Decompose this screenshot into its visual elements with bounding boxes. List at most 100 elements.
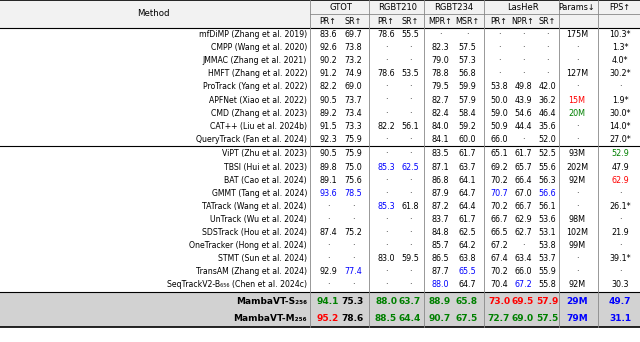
Text: ·: · [546, 56, 548, 65]
Text: 202M: 202M [566, 162, 588, 172]
Text: 82.2: 82.2 [319, 82, 337, 91]
Text: 10.3*: 10.3* [609, 30, 631, 39]
Text: 78.6: 78.6 [377, 69, 395, 78]
Text: 1.3*: 1.3* [612, 43, 628, 52]
Text: 20M: 20M [568, 109, 586, 118]
Text: ·: · [409, 56, 412, 65]
Text: ·: · [619, 82, 621, 91]
Text: 84.1: 84.1 [431, 135, 449, 144]
Text: 73.2: 73.2 [344, 56, 362, 65]
Text: 53.8: 53.8 [490, 82, 508, 91]
Text: 90.5: 90.5 [319, 95, 337, 105]
Text: 86.8: 86.8 [431, 176, 449, 185]
Text: ·: · [619, 241, 621, 250]
Text: ·: · [409, 228, 412, 237]
Text: ·: · [327, 254, 329, 263]
Text: ·: · [409, 189, 412, 198]
Text: 85.3: 85.3 [377, 162, 395, 172]
Text: ·: · [498, 69, 500, 78]
Text: ·: · [385, 95, 387, 105]
Text: ·: · [385, 215, 387, 224]
Text: 75.3: 75.3 [342, 297, 364, 306]
Text: 66.4: 66.4 [515, 176, 532, 185]
Text: UnTrack (Wu et al. 2024): UnTrack (Wu et al. 2024) [211, 215, 307, 224]
Text: ·: · [522, 30, 524, 39]
Text: ·: · [546, 43, 548, 52]
Text: 65.1: 65.1 [490, 149, 508, 158]
Text: ·: · [352, 215, 355, 224]
Text: 30.2*: 30.2* [609, 69, 631, 78]
Text: CMPP (Wang et al. 2020): CMPP (Wang et al. 2020) [211, 43, 307, 52]
Text: 91.2: 91.2 [319, 69, 337, 78]
Text: 82.4: 82.4 [431, 109, 449, 118]
Text: 50.0: 50.0 [490, 95, 508, 105]
Text: ·: · [385, 267, 387, 276]
Text: ·: · [409, 43, 412, 52]
Text: 92.3: 92.3 [319, 135, 337, 144]
Text: 70.2: 70.2 [490, 202, 508, 211]
Text: 75.6: 75.6 [344, 176, 362, 185]
Text: SDSTrack (Hou et al. 2024): SDSTrack (Hou et al. 2024) [202, 228, 307, 237]
Text: TATrack (Wang et al. 2024): TATrack (Wang et al. 2024) [202, 202, 307, 211]
Text: GMMT (Tang et al. 2024): GMMT (Tang et al. 2024) [212, 189, 307, 198]
Text: SR↑: SR↑ [344, 16, 362, 26]
Text: ·: · [576, 135, 579, 144]
Text: ·: · [466, 30, 468, 39]
Text: 31.1: 31.1 [609, 314, 631, 323]
Text: ·: · [352, 202, 355, 211]
Text: 66.7: 66.7 [490, 215, 508, 224]
Text: 89.1: 89.1 [319, 176, 337, 185]
Text: 65.8: 65.8 [456, 297, 478, 306]
Text: ProTrack (Yang et al. 2022): ProTrack (Yang et al. 2022) [203, 82, 307, 91]
Text: BAT (Cao et al. 2024): BAT (Cao et al. 2024) [225, 176, 307, 185]
Text: ·: · [352, 241, 355, 250]
Text: ·: · [576, 267, 579, 276]
Text: 62.9: 62.9 [611, 176, 629, 185]
Text: 61.7: 61.7 [514, 149, 532, 158]
Text: 42.0: 42.0 [538, 82, 556, 91]
Text: 88.5: 88.5 [375, 314, 397, 323]
Text: APFNet (Xiao et al. 2022): APFNet (Xiao et al. 2022) [209, 95, 307, 105]
Text: ·: · [576, 43, 579, 52]
Text: ·: · [327, 202, 329, 211]
Text: ·: · [619, 215, 621, 224]
Text: 67.4: 67.4 [490, 254, 508, 263]
Text: 1.9*: 1.9* [612, 95, 628, 105]
Text: 69.2: 69.2 [490, 162, 508, 172]
Text: ·: · [385, 176, 387, 185]
Text: ·: · [352, 254, 355, 263]
Text: 77.4: 77.4 [344, 267, 362, 276]
Text: 78.6: 78.6 [377, 30, 395, 39]
Text: 30.3: 30.3 [611, 280, 628, 289]
Text: SeqTrackV2-B₆₅₆ (Chen et al. 2024c): SeqTrackV2-B₆₅₆ (Chen et al. 2024c) [167, 280, 307, 289]
Bar [0, 0, 640, 28]
Text: 99M: 99M [568, 241, 586, 250]
Text: 83.0: 83.0 [377, 254, 395, 263]
Text: ·: · [409, 135, 412, 144]
Text: ·: · [576, 254, 579, 263]
Text: 46.4: 46.4 [538, 109, 556, 118]
Text: 56.3: 56.3 [538, 176, 556, 185]
Text: 15M: 15M [568, 95, 586, 105]
Text: 27.0*: 27.0* [609, 135, 631, 144]
Text: 92M: 92M [568, 280, 586, 289]
Text: 98M: 98M [568, 215, 586, 224]
Text: 82.3: 82.3 [431, 43, 449, 52]
Text: 90.2: 90.2 [319, 56, 337, 65]
Text: 85.3: 85.3 [377, 202, 395, 211]
Text: 70.7: 70.7 [490, 189, 508, 198]
Text: 82.7: 82.7 [431, 95, 449, 105]
Text: 64.7: 64.7 [458, 280, 476, 289]
Text: 50.9: 50.9 [490, 122, 508, 131]
Text: 92.6: 92.6 [319, 43, 337, 52]
Text: 73.3: 73.3 [344, 122, 362, 131]
Text: 89.8: 89.8 [319, 162, 337, 172]
Text: 59.2: 59.2 [458, 122, 476, 131]
Text: ·: · [576, 82, 579, 91]
Text: 57.9: 57.9 [458, 95, 476, 105]
Text: 57.3: 57.3 [458, 56, 476, 65]
Text: 83.5: 83.5 [431, 149, 449, 158]
Text: 35.6: 35.6 [538, 122, 556, 131]
Text: 83.6: 83.6 [319, 30, 337, 39]
Text: NPR↑: NPR↑ [511, 16, 534, 26]
